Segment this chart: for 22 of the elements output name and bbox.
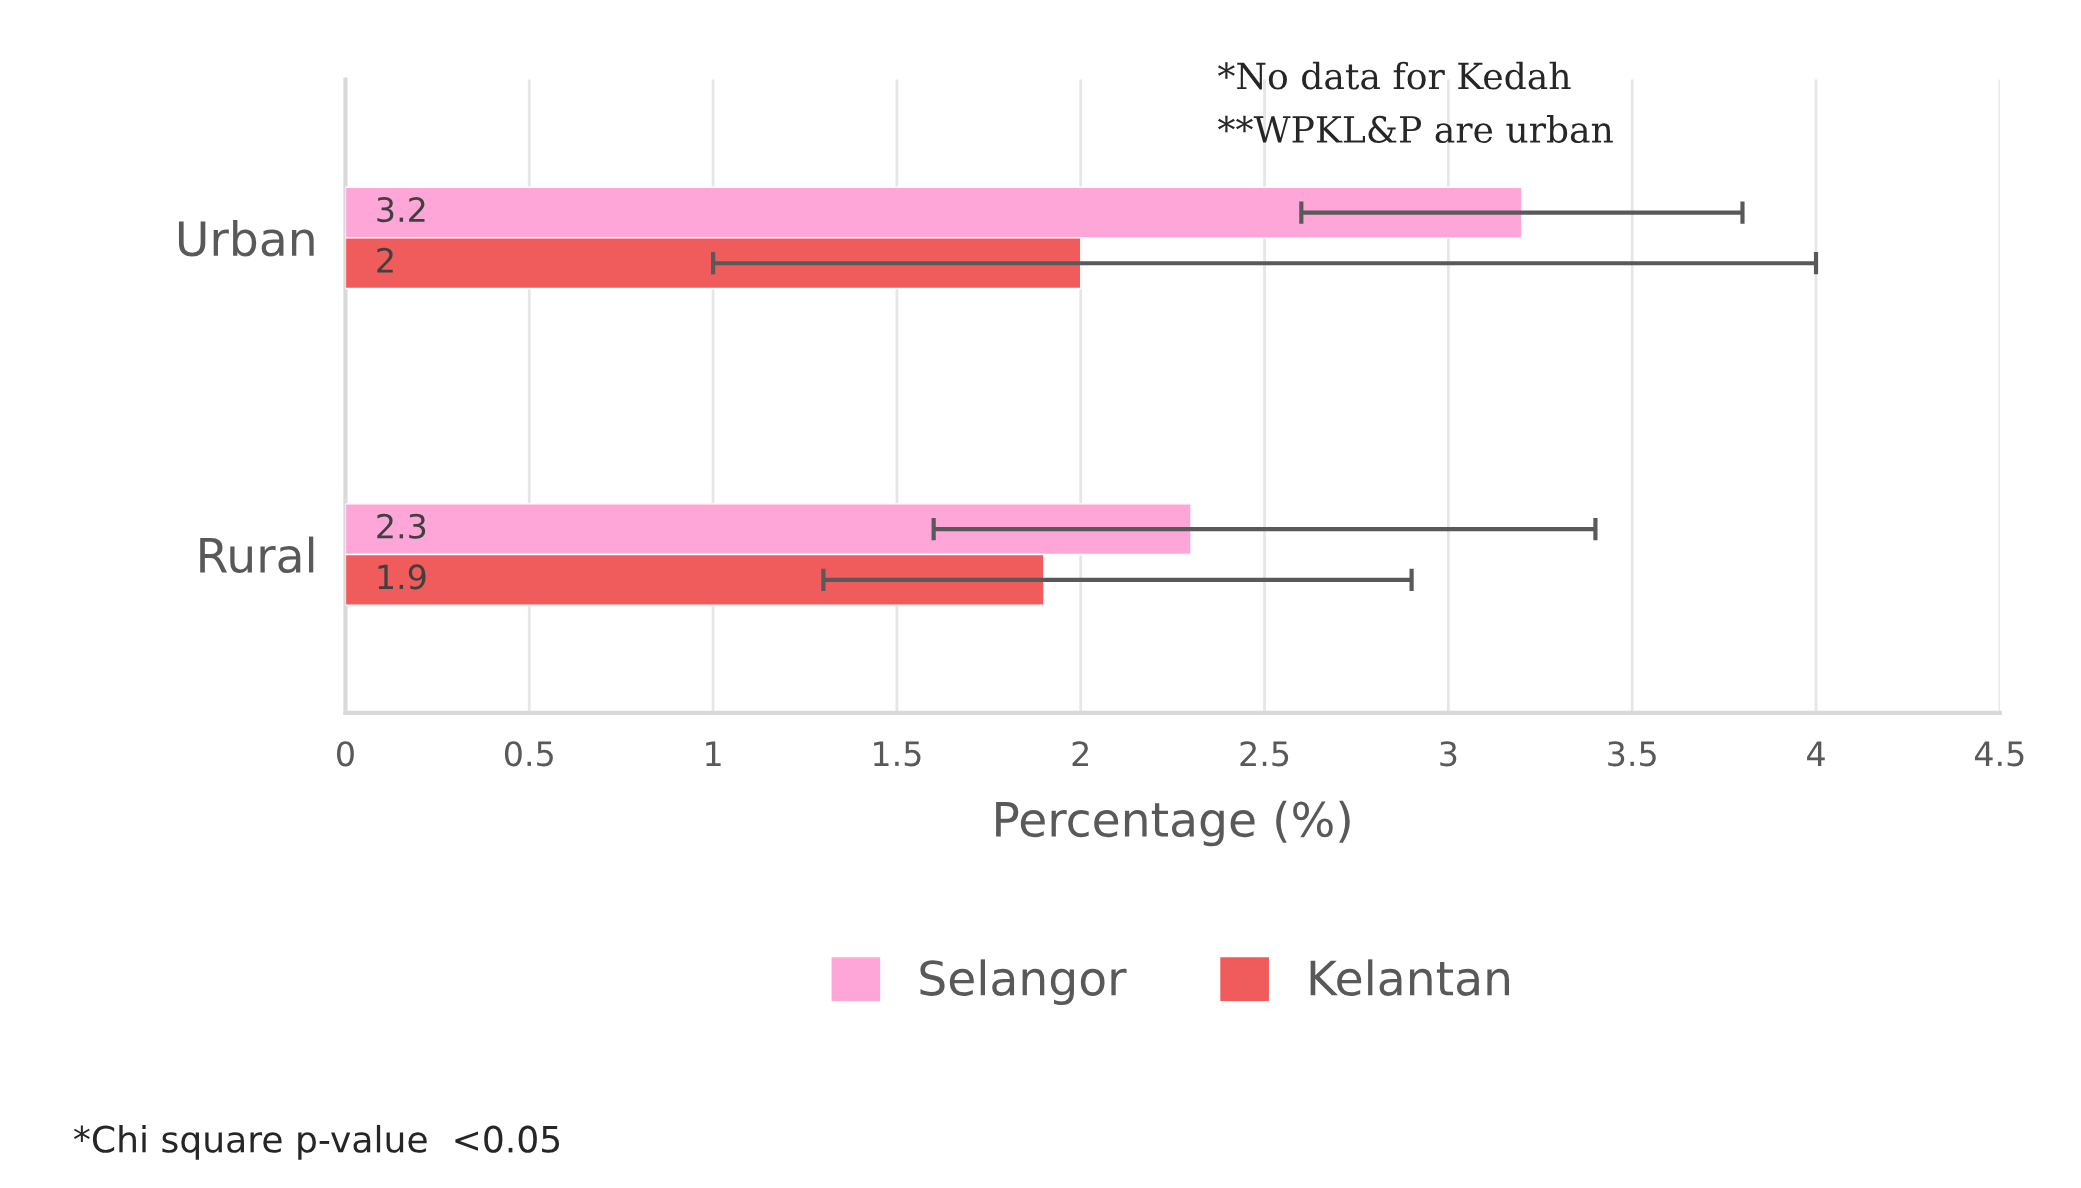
annotation: **WPKL&P are urban bbox=[1217, 115, 1613, 144]
x-tick-label: 0.5 bbox=[504, 741, 553, 767]
data-label: 1.9 bbox=[378, 564, 426, 590]
x-tick-label: 3 bbox=[1440, 741, 1457, 767]
text: *Chi square p-value <0.05 bbox=[73, 1124, 560, 1160]
x-tick-label: 3.5 bbox=[1608, 741, 1656, 767]
y-tick-label: Rural bbox=[200, 536, 314, 574]
legend-label: Kelantan bbox=[1310, 959, 1510, 996]
x-tick-label: 4.5 bbox=[1974, 741, 2024, 767]
data-label: 3.2 bbox=[377, 197, 425, 223]
annotation: *No data for Kedah bbox=[1217, 61, 1571, 90]
x-tick-label: 1 bbox=[706, 741, 721, 766]
legend-label: Selangor bbox=[920, 959, 1127, 1006]
x-tick-label: 2.5 bbox=[1240, 741, 1289, 767]
x-tick-label: 2 bbox=[1072, 741, 1088, 766]
data-label: 2 bbox=[377, 247, 393, 273]
y-tick-label: Urban bbox=[178, 219, 314, 257]
x-tick-label: 1.5 bbox=[874, 741, 921, 767]
x-tick-label: 0 bbox=[337, 741, 354, 767]
x-tick-label: 4 bbox=[1807, 741, 1825, 766]
data-label: 2.3 bbox=[377, 513, 426, 539]
x-axis-title: Percentage (%) bbox=[996, 800, 1350, 847]
